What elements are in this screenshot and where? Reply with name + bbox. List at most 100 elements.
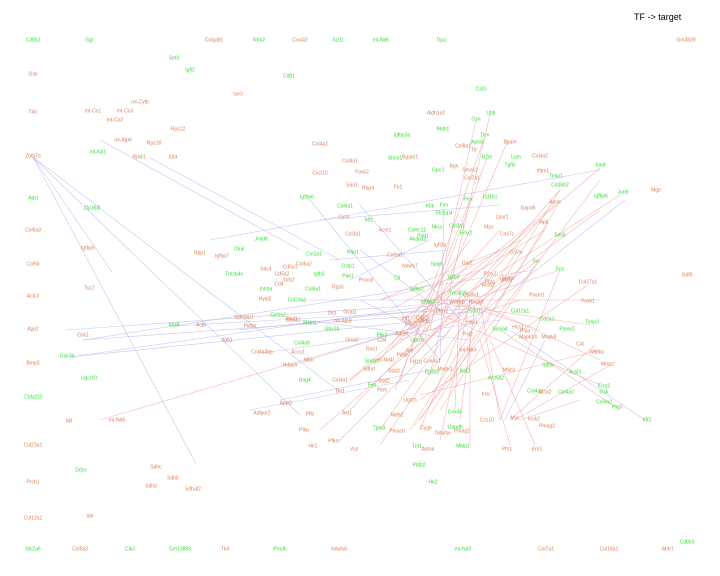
graph-node: Igfbp6: [594, 193, 608, 200]
graph-edge: [409, 167, 601, 331]
graph-edge: [429, 113, 491, 376]
graph-node: Mapk14: [519, 334, 537, 341]
graph-node: Col6a1: [305, 286, 321, 293]
graph-node: Acot1: [378, 227, 392, 234]
graph-node: mt-Nd5: [372, 37, 390, 44]
graph-node: Pkst: [612, 404, 622, 411]
graph-node: Rpl41: [132, 154, 146, 161]
graph-node: Mgp: [651, 187, 661, 194]
graph-node: Ugcrh: [410, 337, 424, 344]
graph-node: Saa1: [346, 182, 358, 189]
graph-node: Colec11: [408, 227, 426, 234]
graph-node: Lpar1: [495, 214, 509, 221]
graph-node: Prkacb: [389, 428, 405, 435]
graph-node: Errα2: [597, 383, 611, 390]
graph-node: Cd5a2: [274, 271, 290, 278]
graph-node: Zbtb7a: [25, 153, 41, 160]
graph-edge: [429, 309, 601, 386]
graph-node: Col23a1: [23, 442, 43, 449]
graph-node: Stat1: [469, 308, 481, 315]
graph-node: Col4a2: [532, 153, 548, 160]
graph-node: Cst3: [475, 86, 487, 93]
graph-node: Slc6a1: [285, 317, 301, 324]
graph-node: Jmjd8: [254, 236, 268, 243]
graph-node: Mt1: [364, 217, 374, 224]
graph-node: Pkm: [377, 387, 387, 394]
graph-node: Hdacn: [282, 362, 298, 369]
graph-node: Lum: [511, 154, 521, 161]
graph-node: Ide: [86, 513, 94, 520]
graph-node: Gal2: [461, 260, 473, 267]
graph-node: mt-Co1: [84, 108, 102, 115]
graph-node: Pfkm: [328, 438, 340, 445]
graph-node: Gsk3b: [59, 353, 75, 360]
graph-node: Col3a: [509, 249, 523, 256]
graph-node: Mmp2: [601, 361, 615, 368]
graph-edge: [399, 299, 521, 341]
graph-edge: [409, 194, 621, 331]
graph-node: Pak1: [342, 273, 354, 280]
graph-node: Mll: [65, 418, 73, 425]
graph-node: Nfkb1: [502, 367, 516, 374]
graph-edge: [379, 299, 471, 431]
graph-node: Tmsb10: [448, 290, 468, 297]
graph-node: Insr: [481, 391, 491, 398]
graph-node: Tpi1: [412, 443, 422, 450]
graph-edge: [469, 269, 561, 301]
graph-node: B2m: [481, 154, 493, 161]
graph-node: Col3a1: [463, 292, 479, 299]
graph-edge: [454, 289, 461, 411]
graph-node: Col7a1: [464, 175, 480, 182]
graph-node: Col27a1: [578, 279, 598, 286]
graph-node: Hif1a: [410, 359, 422, 366]
graph-node: Mtor: [304, 357, 314, 364]
graph-node: Ctl: [393, 275, 401, 282]
graph-node: Col1a1: [387, 252, 403, 259]
graph-node: mt-Cytb: [131, 99, 149, 106]
graph-node: Ise3: [233, 91, 243, 98]
graph-node: Ugcrh: [403, 397, 417, 404]
graph-node: Mbip1: [456, 443, 470, 450]
graph-node: Ern1: [531, 446, 543, 453]
graph-edge: [439, 299, 471, 441]
graph-node: Pxam1: [529, 292, 545, 299]
graph-node: Cbfa2t3: [24, 394, 42, 401]
graph-node: Otuk: [233, 246, 245, 253]
graph-node: Smoc2: [462, 167, 478, 174]
graph-edge: [479, 252, 517, 306]
graph-node: Itgb1: [221, 337, 233, 344]
graph-node: Adipor2: [253, 410, 271, 417]
graph-node: P2rx7: [483, 271, 497, 278]
graph-edge: [489, 339, 536, 446]
graph-edge: [309, 199, 441, 361]
graph-node: Ntrk2: [253, 37, 265, 44]
graph-node: Kat2: [459, 368, 471, 375]
graph-edge: [419, 304, 471, 431]
graph-edge: [429, 119, 477, 331]
graph-node: Cd2a1: [539, 316, 555, 323]
graph-edge: [504, 339, 546, 421]
graph-node: Col4a8: [294, 340, 310, 347]
graph-node: Mrtr1: [662, 546, 674, 553]
graph-node: Tgfbi: [504, 162, 516, 169]
graph-node: Sparc: [430, 261, 444, 268]
graph-node: Pnla: [519, 328, 531, 335]
graph-node: Acta2: [481, 282, 495, 289]
graph-edge: [99, 139, 301, 251]
graph-node: mt-Nd1: [89, 149, 107, 156]
graph-node: Fosb: [554, 232, 566, 239]
graph-node: Aldoa: [421, 446, 435, 453]
graph-node: Nkcs: [431, 224, 443, 231]
graph-edge: [479, 309, 541, 331]
graph-node: Col24a1: [287, 297, 307, 304]
graph-node: Col4a2: [312, 141, 328, 148]
graph-node: Igfb3: [313, 271, 325, 278]
graph-node: Ttr: [470, 147, 478, 154]
graph-edge: [69, 299, 471, 358]
graph-node: Mapk1: [437, 366, 453, 373]
graph-node: Igfl3a: [433, 242, 447, 249]
graph-node: Gsk: [599, 389, 609, 396]
graph-node: Emx2: [459, 230, 473, 237]
graph-node: Ifitm1: [536, 168, 550, 175]
graph-edge: [349, 239, 431, 281]
